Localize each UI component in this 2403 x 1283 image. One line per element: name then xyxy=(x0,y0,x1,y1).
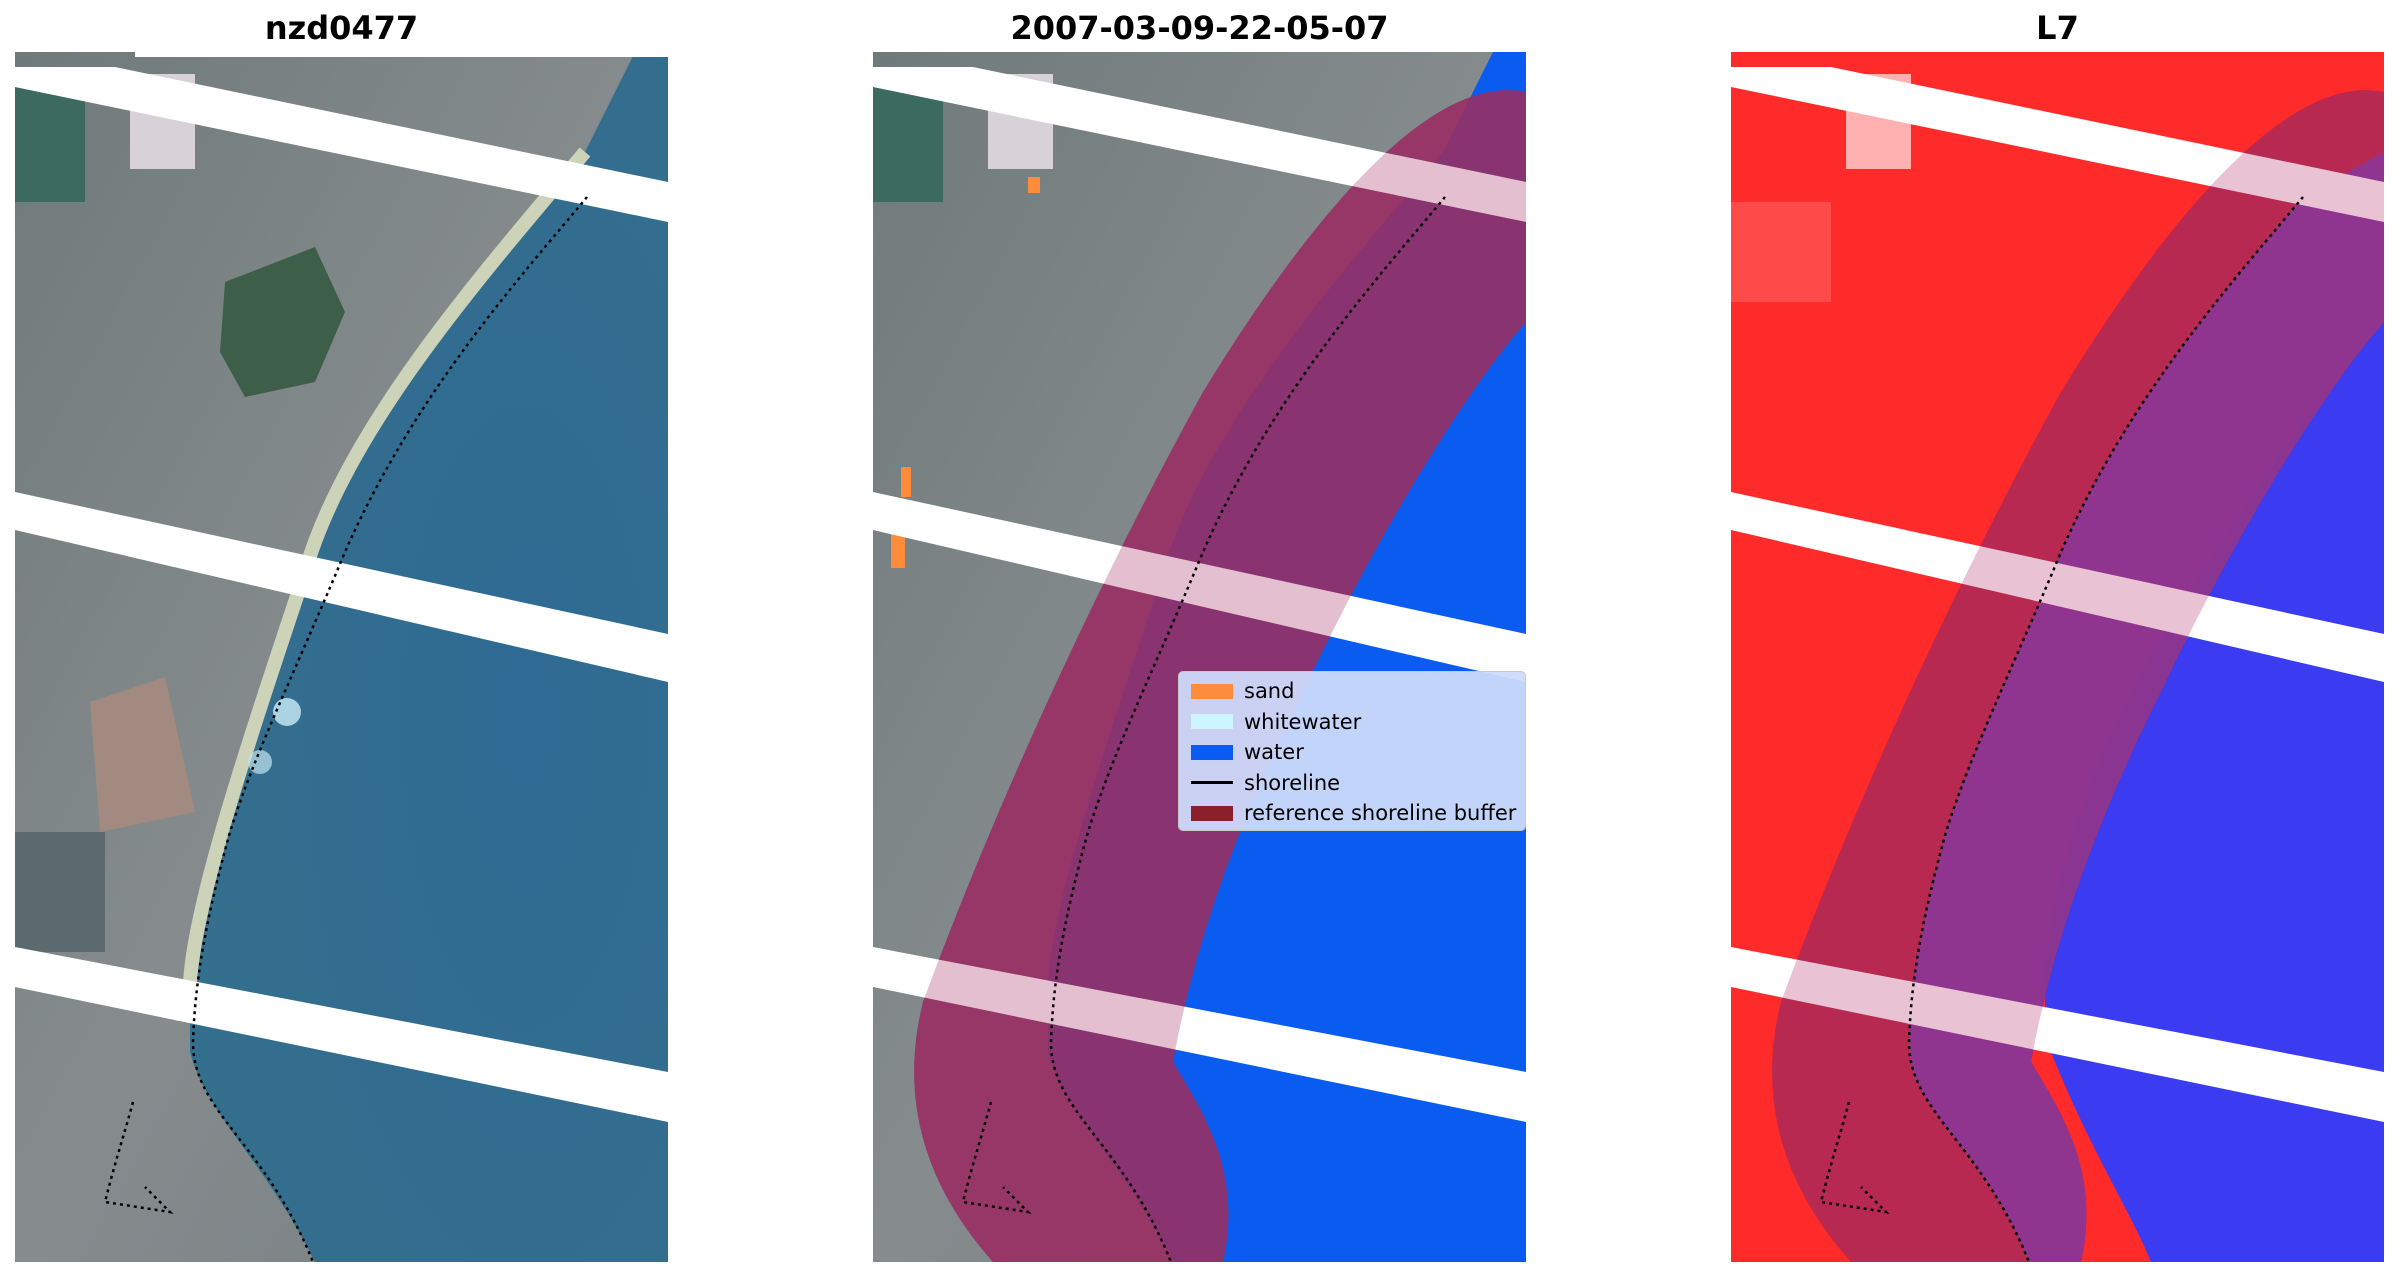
sea-area xyxy=(190,52,668,1262)
shoreline-dotted-line xyxy=(1907,196,2304,1262)
scan-gap-stripe xyxy=(1731,67,2384,222)
field-patch xyxy=(1731,202,1831,302)
shoreline-dotted-line xyxy=(1819,1101,1890,1214)
legend-label: reference shoreline buffer xyxy=(1244,801,1517,826)
scan-gap-stripe xyxy=(873,67,1526,222)
scan-gap-top-edge xyxy=(135,52,668,57)
scan-gap-stripe xyxy=(1731,492,2384,682)
scan-gap-stripe xyxy=(15,492,668,682)
panel-false-color-image xyxy=(1731,52,2384,1262)
legend-label: water xyxy=(1244,740,1304,765)
panel-title-left: nzd0477 xyxy=(264,9,419,47)
shoreline-dotted-line xyxy=(1049,196,1446,1262)
legend-item-shoreline: shoreline xyxy=(1179,768,1525,799)
legend-item-sand: sand xyxy=(1179,676,1525,707)
sand-pixel xyxy=(1028,177,1040,193)
scan-gap-stripe xyxy=(15,67,668,222)
panel-title-right: L7 xyxy=(2036,9,2079,47)
legend-swatch-buffer xyxy=(1191,805,1233,821)
field-pink xyxy=(90,677,195,832)
legend-swatch-sand xyxy=(1191,683,1233,699)
field-dark xyxy=(15,832,105,952)
classified-image-svg xyxy=(873,52,1526,1262)
legend-label: whitewater xyxy=(1244,709,1362,734)
legend-label: shoreline xyxy=(1244,770,1341,795)
legend-swatch-shoreline xyxy=(1191,781,1233,785)
buffer-overlay-tint xyxy=(1772,90,2384,1262)
scan-gap-stripe xyxy=(873,492,1526,682)
sand-pixel xyxy=(891,530,905,568)
buffer-water-side xyxy=(1909,152,2384,1262)
shoreline-dotted-line xyxy=(103,1101,174,1214)
sand-pixel xyxy=(901,467,911,497)
legend-item-whitewater: whitewater xyxy=(1179,707,1525,738)
whitewater-spot xyxy=(248,750,272,774)
legend: sand whitewater water shoreline referenc… xyxy=(1178,671,1526,831)
legend-swatch-water xyxy=(1191,744,1233,760)
field-dark-green xyxy=(220,247,345,397)
shoreline-dotted-line xyxy=(191,196,588,1262)
panel-classified-image xyxy=(873,52,1526,1262)
panel-rgb-image xyxy=(15,52,668,1262)
scan-gap-stripe xyxy=(15,947,668,1122)
legend-item-buffer: reference shoreline buffer xyxy=(1179,798,1525,829)
legend-swatch-whitewater xyxy=(1191,714,1233,730)
false-color-image-svg xyxy=(1731,52,2384,1262)
scan-gap-stripe xyxy=(873,947,1526,1122)
shoreline-dotted-line xyxy=(961,1101,1032,1214)
scan-gap-stripe xyxy=(1731,947,2384,1122)
legend-item-water: water xyxy=(1179,737,1525,768)
rgb-image-svg xyxy=(15,52,668,1262)
panel-title-middle: 2007-03-09-22-05-07 xyxy=(1010,9,1389,47)
legend-label: sand xyxy=(1244,679,1295,704)
